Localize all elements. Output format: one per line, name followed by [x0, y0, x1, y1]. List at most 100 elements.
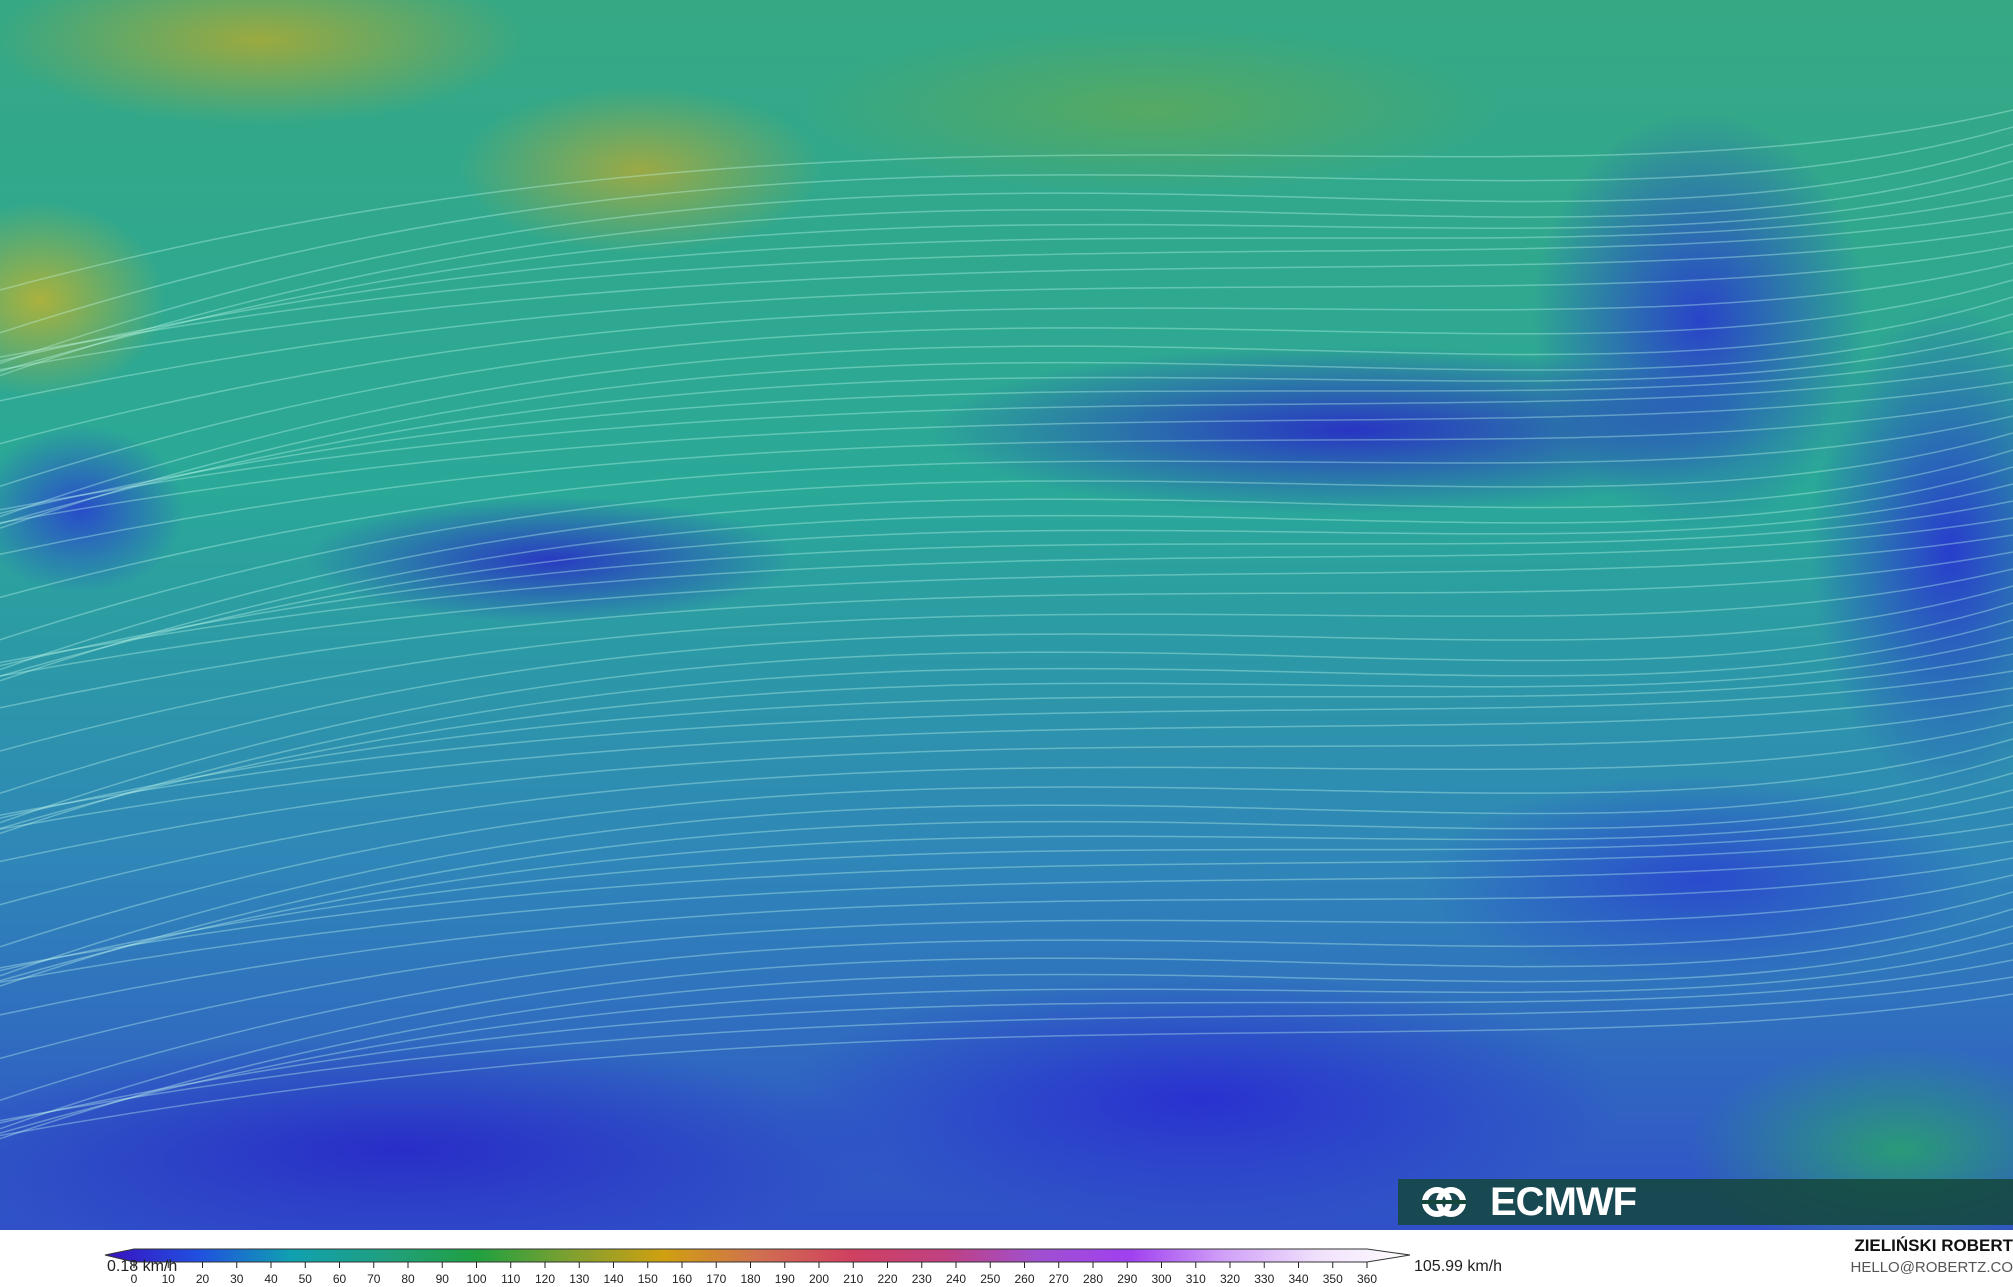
streamline	[0, 721, 2013, 906]
colorbar-tick-label: 30	[230, 1272, 244, 1286]
colorbar-tick-label: 40	[264, 1272, 278, 1286]
streamline	[0, 381, 2013, 524]
streamline	[0, 942, 2013, 1134]
streamline	[0, 279, 2013, 487]
colorbar-tick-label: 110	[501, 1272, 520, 1286]
author-credit: ZIELIŃSKI ROBERT	[1854, 1236, 2013, 1255]
colorbar-bar	[104, 1248, 1411, 1263]
streamline	[0, 568, 2013, 752]
streamline	[0, 415, 2013, 599]
streamline	[0, 891, 2013, 1101]
streamline	[0, 177, 2013, 373]
streamline	[0, 857, 2013, 1016]
streamline	[0, 789, 2013, 982]
streamline	[0, 160, 2013, 377]
colorbar-tick-label: 190	[775, 1272, 795, 1286]
ecmwf-logo-icon	[1422, 1187, 1466, 1217]
colorbar-tick-label: 20	[196, 1272, 210, 1286]
colorbar-tick-label: 220	[877, 1272, 897, 1286]
streamline	[0, 313, 2013, 529]
colorbar-tick-label: 280	[1083, 1272, 1103, 1286]
streamline	[0, 976, 2013, 1122]
streamline	[0, 755, 2013, 977]
colorbar-tick-label: 80	[401, 1272, 415, 1286]
streamline	[0, 619, 2013, 835]
streamline	[0, 364, 2013, 511]
colorbar-tick-label: 340	[1288, 1272, 1308, 1286]
streamline	[0, 925, 2013, 1140]
colorbar-tick-label: 140	[603, 1272, 623, 1286]
streamline	[0, 602, 2013, 824]
colorbar-tick-label: 300	[1151, 1272, 1171, 1286]
colorbar-tick-label: 210	[843, 1272, 863, 1286]
streamline	[0, 840, 2013, 984]
streamline	[0, 534, 2013, 677]
colorbar-min-label: 0.18 km/h	[107, 1258, 178, 1275]
streamline	[0, 109, 2013, 291]
streamline	[0, 449, 2013, 671]
streamline	[0, 908, 2013, 1130]
wind-map	[0, 0, 2013, 1230]
colorbar-tick-label: 170	[706, 1272, 726, 1286]
streamline	[0, 517, 2013, 664]
colorbar-tick-label: 290	[1117, 1272, 1137, 1286]
streamline	[0, 874, 2013, 1060]
streamline	[0, 296, 2013, 518]
colorbar-tick-label: 360	[1357, 1272, 1377, 1286]
streamline	[0, 823, 2013, 969]
streamline	[0, 262, 2013, 445]
colorbar-tick-label: 250	[980, 1272, 1000, 1286]
colorbar-tick-label: 70	[367, 1272, 381, 1286]
streamline	[0, 126, 2013, 334]
streamline	[0, 432, 2013, 641]
streamline	[0, 245, 2013, 402]
colorbar-tick-label: 10	[162, 1272, 176, 1286]
streamline	[0, 211, 2013, 358]
streamline	[0, 228, 2013, 371]
streamline	[0, 959, 2013, 1124]
colorbar-tick-label: 330	[1254, 1272, 1274, 1286]
streamline	[0, 704, 2013, 863]
colorbar-tick-label: 150	[638, 1272, 658, 1286]
streamline	[0, 636, 2013, 830]
streamline	[0, 347, 2013, 515]
streamline	[0, 330, 2013, 525]
streamline	[0, 483, 2013, 677]
streamline	[0, 398, 2013, 556]
colorbar-tick-label: 130	[569, 1272, 589, 1286]
streamline	[0, 670, 2013, 816]
colorbar-tick-label: 230	[912, 1272, 932, 1286]
colorbar-tick-label: 120	[535, 1272, 555, 1286]
streamline	[0, 806, 2013, 972]
colorbar-tick-label: 320	[1220, 1272, 1240, 1286]
streamline	[0, 772, 2013, 987]
streamline	[0, 466, 2013, 682]
ecmwf-logo: ECMWF	[1398, 1179, 2013, 1225]
colorbar-tick-label: 60	[333, 1272, 347, 1286]
colorbar-tick-label: 90	[436, 1272, 450, 1286]
colorbar-tick-label: 260	[1014, 1272, 1034, 1286]
colorbar-tick-label: 240	[946, 1272, 966, 1286]
colorbar-tick-label: 350	[1323, 1272, 1343, 1286]
streamline	[0, 738, 2013, 948]
streamline	[0, 687, 2013, 830]
author-email: HELLO@ROBERTZ.CO	[1850, 1259, 2013, 1276]
logo-text: ECMWF	[1490, 1179, 1637, 1224]
streamline	[0, 993, 2013, 1137]
streamline	[0, 653, 2013, 819]
streamline	[0, 143, 2013, 365]
colorbar-tick-label: 180	[740, 1272, 760, 1286]
colorbar-tick-label: 270	[1049, 1272, 1069, 1286]
streamline	[0, 194, 2013, 362]
colorbar-tick-label: 0	[131, 1272, 138, 1286]
streamline	[0, 500, 2013, 667]
streamline	[0, 585, 2013, 794]
colorbar-tick-label: 310	[1186, 1272, 1206, 1286]
colorbar-max-label: 105.99 km/h	[1414, 1258, 1503, 1275]
streamlines	[0, 109, 2013, 1140]
colorbar-tick-label: 50	[299, 1272, 313, 1286]
colorbar-tick-label: 100	[466, 1272, 486, 1286]
colorbar-tick-label: 200	[809, 1272, 829, 1286]
streamline	[0, 551, 2013, 709]
